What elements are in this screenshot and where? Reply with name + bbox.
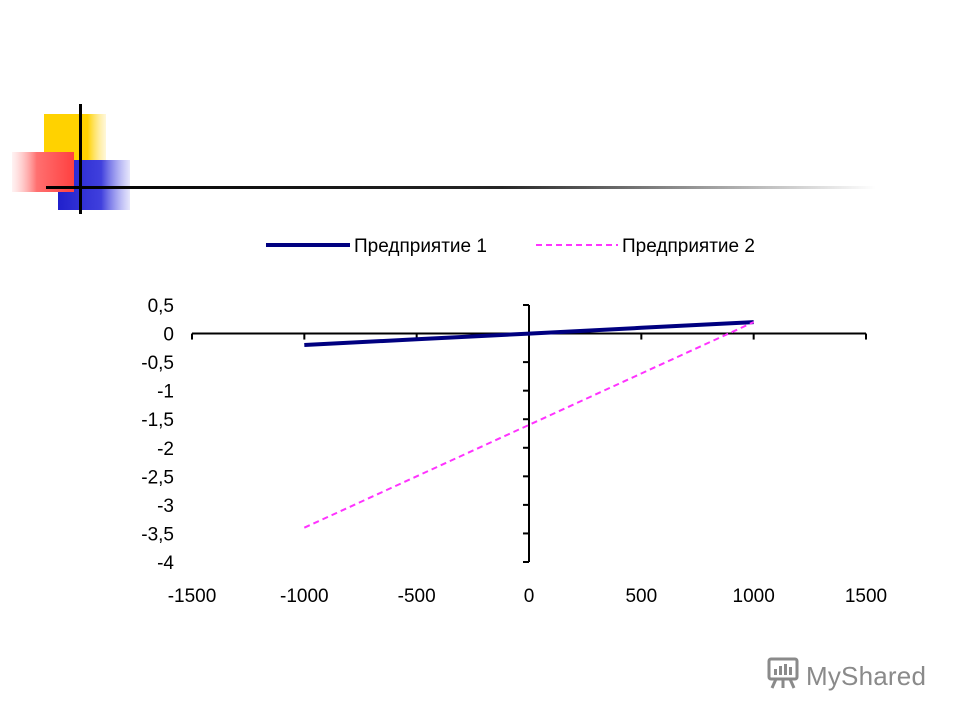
series-layer: [303, 320, 755, 529]
y-tick-label: -4: [157, 553, 174, 574]
y-tick-label: -2: [157, 439, 174, 460]
y-tick-label: 0: [163, 325, 174, 346]
series-line-2: [303, 321, 755, 529]
watermark-text: MyShared: [806, 660, 927, 691]
legend-label-series-2: Предприятие 2: [622, 236, 755, 257]
vertical-rule: [79, 104, 82, 214]
y-tick-label: -2,5: [141, 467, 174, 488]
y-tick-label: -0,5: [141, 353, 174, 374]
watermark: MyShared: [766, 656, 926, 696]
legend: Предприятие 1 Предприятие 2: [266, 236, 755, 257]
axes: -1500 -1000 -500 0 500 1000 1500 0,5 0 -0,5 -1 -1,5…: [141, 296, 887, 607]
x-tick-label: -500: [398, 586, 436, 607]
slide-decoration: [12, 104, 876, 214]
y-tick-label: -1,5: [141, 410, 174, 431]
x-tick-label: 1500: [845, 586, 887, 607]
x-tick-label: 500: [625, 586, 657, 607]
y-tick-label: -1: [157, 382, 174, 403]
red-square: [12, 152, 74, 192]
presentation-board-icon: [766, 656, 800, 697]
x-tick-label: 1000: [733, 586, 775, 607]
legend-label-series-1: Предприятие 1: [354, 236, 487, 257]
x-tick-label: 0: [524, 586, 535, 607]
x-tick-label: -1000: [280, 586, 329, 607]
x-tick-label: -1500: [168, 586, 217, 607]
y-tick-label: -3,5: [141, 524, 174, 545]
horizontal-rule: [46, 186, 876, 189]
y-tick-label: 0,5: [148, 296, 174, 317]
y-tick-label: -3: [157, 496, 174, 517]
series-line-1: [304, 320, 754, 347]
